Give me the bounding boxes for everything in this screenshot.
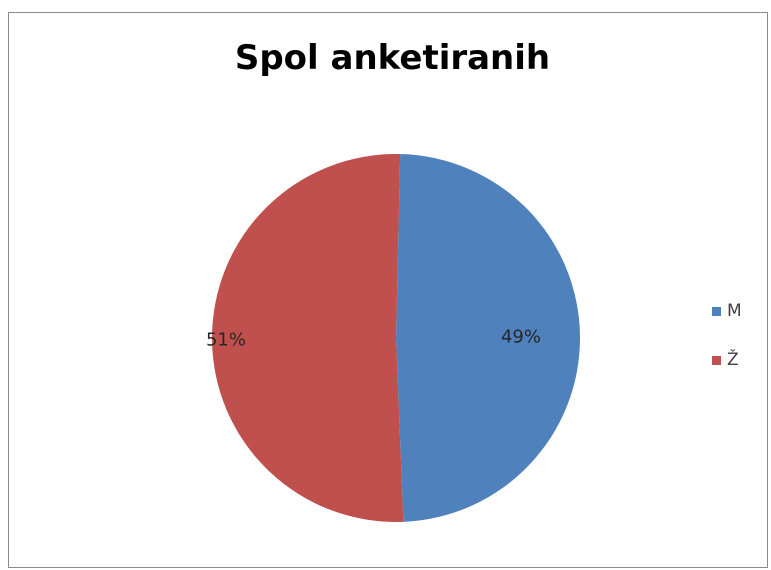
legend-item-z: Ž: [712, 348, 742, 372]
legend-swatch: [712, 355, 721, 365]
pie-slice-m: [396, 154, 580, 522]
legend-item-m: M: [712, 299, 742, 323]
legend-label: Ž: [727, 350, 739, 370]
pie-data-labels: 49% 51%: [206, 327, 541, 351]
pie-slices: [211, 153, 580, 523]
pie-slice-z: [211, 153, 404, 523]
data-label-z: 51%: [206, 329, 246, 350]
chart-title: Spol anketiranih: [234, 38, 551, 78]
legend-label: M: [727, 301, 742, 321]
data-label-m: 49%: [501, 327, 541, 348]
legend-swatch: [712, 306, 721, 316]
